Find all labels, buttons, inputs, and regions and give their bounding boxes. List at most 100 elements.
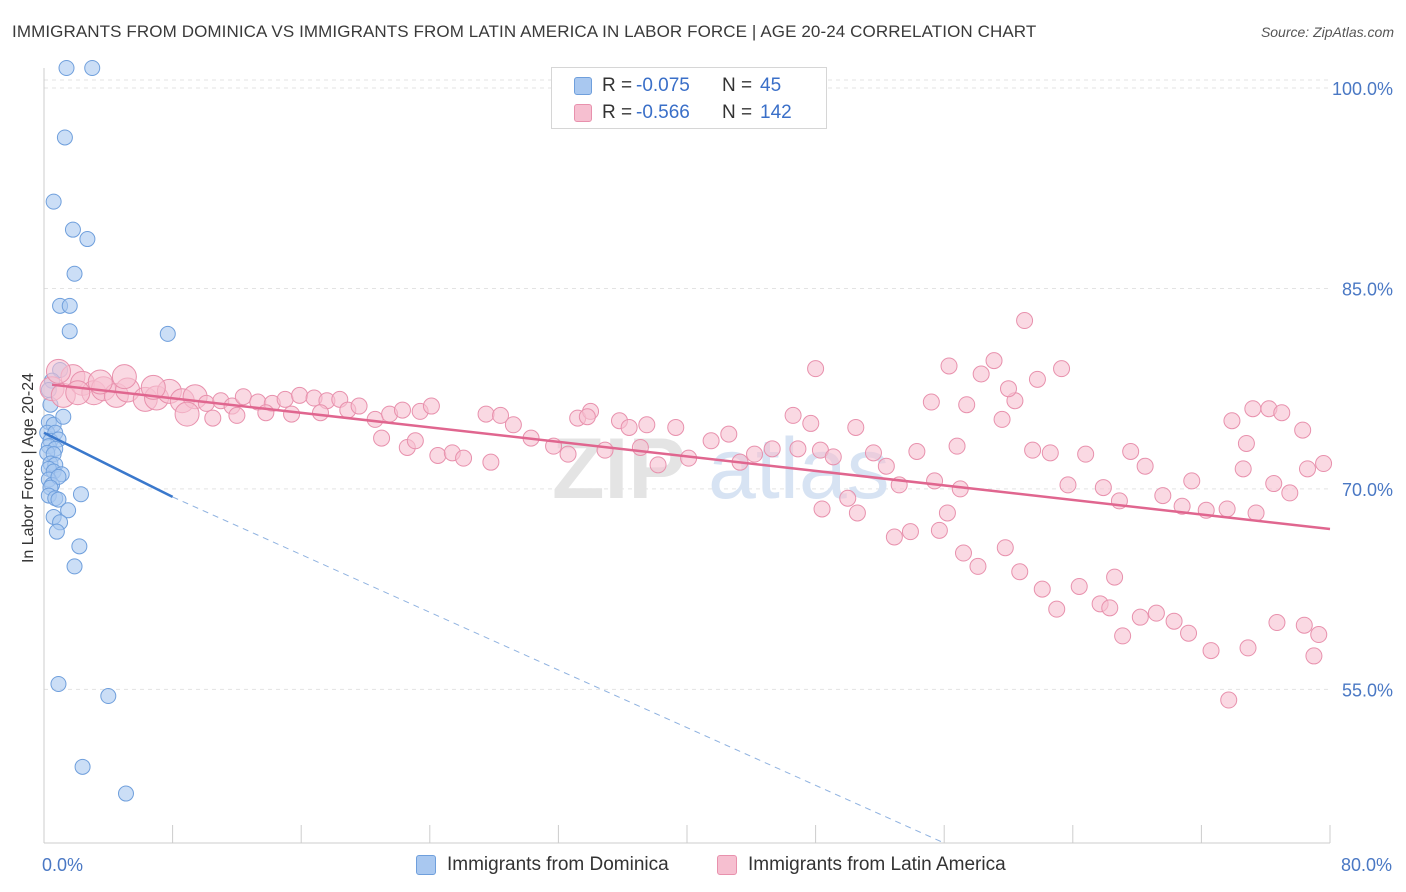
latin-america-point xyxy=(1114,627,1132,645)
dominica-point xyxy=(45,193,62,210)
latin-america-point xyxy=(1237,434,1255,452)
latin-america-point xyxy=(1183,472,1201,490)
dominica-point xyxy=(100,688,117,705)
latin-america-point xyxy=(1033,580,1051,598)
latin-america-point xyxy=(1281,484,1299,502)
bottom-legend-latin-america: Immigrants from Latin America xyxy=(717,852,1006,878)
latin-america-point xyxy=(373,429,391,447)
latin-america-point xyxy=(283,405,301,423)
trend-lines xyxy=(43,383,1331,844)
bottom-legend-swatch-dominica xyxy=(416,855,436,875)
dominica-point xyxy=(61,297,78,314)
latin-america-point xyxy=(763,440,781,458)
dominica-point xyxy=(74,758,91,775)
latin-america-point xyxy=(1247,504,1265,522)
latin-america-point xyxy=(1234,460,1252,478)
latin-america-point xyxy=(901,523,919,541)
latin-america-point xyxy=(649,456,667,474)
latin-america-point xyxy=(877,457,895,475)
latin-america-point xyxy=(864,444,882,462)
latin-america-point xyxy=(940,357,958,375)
bottom-legend-swatch-latin-america xyxy=(717,855,737,875)
dominica-point xyxy=(48,523,65,540)
latin-america-point xyxy=(422,397,440,415)
latin-america-point xyxy=(1154,487,1172,505)
legend-n-label: N = xyxy=(722,75,753,96)
latin-america-point xyxy=(1131,608,1149,626)
gridlines xyxy=(44,79,1330,690)
latin-america-point xyxy=(1295,616,1313,634)
latin-america-point xyxy=(291,386,309,404)
latin-america-point xyxy=(1041,444,1059,462)
dominica-point xyxy=(71,538,88,555)
latin-america-point xyxy=(807,360,825,378)
latin-america-point xyxy=(578,408,596,426)
y-axis-label: In Labor Force | Age 20-24 xyxy=(20,373,37,563)
latin-america-point xyxy=(1218,500,1236,518)
latin-america-point xyxy=(720,425,738,443)
x-tick-label: 80.0% xyxy=(1341,855,1392,875)
latin-america-point xyxy=(938,504,956,522)
latin-america-point xyxy=(1223,412,1241,430)
correlation-legend: R = -0.075 N = 45 R = -0.566 N = 142 xyxy=(551,67,827,129)
latin-america-point xyxy=(958,396,976,414)
latin-america-point xyxy=(667,418,685,436)
latin-america-point xyxy=(234,388,252,406)
legend-r-value: -0.075 xyxy=(636,75,690,96)
legend-n-value: 142 xyxy=(760,102,792,123)
y-tick-label: 55.0% xyxy=(1342,680,1393,700)
latin-america-point xyxy=(1028,370,1046,388)
latin-america-point xyxy=(813,500,831,518)
latin-america-point xyxy=(1147,604,1165,622)
source-credit: Source: ZipAtlas.com xyxy=(1260,24,1394,40)
y-tick-label: 100.0% xyxy=(1332,79,1393,99)
latin-america-point xyxy=(996,539,1014,557)
latin-america-point xyxy=(455,449,473,467)
latin-america-point xyxy=(1310,626,1328,644)
latin-america-point xyxy=(1000,380,1017,398)
latin-america-point xyxy=(1016,312,1034,330)
latin-america-point xyxy=(908,442,926,460)
latin-america-point xyxy=(1059,476,1077,494)
latin-america-point xyxy=(839,489,857,507)
y-tick-label: 85.0% xyxy=(1342,279,1393,299)
latin-america-point xyxy=(847,418,865,436)
latin-america-point xyxy=(993,410,1011,428)
latin-america-point xyxy=(482,453,500,471)
latin-america-point xyxy=(393,401,411,419)
latin-america-point xyxy=(559,445,577,463)
bottom-legend-dominica: Immigrants from Dominica xyxy=(416,852,669,878)
latin-america-point xyxy=(429,447,447,464)
dominica-point xyxy=(50,491,67,508)
latin-america-point xyxy=(276,390,294,408)
latin-america-point xyxy=(596,441,614,459)
dominica-point xyxy=(60,502,77,519)
latin-america-point xyxy=(204,409,222,427)
latin-america-point xyxy=(492,406,510,424)
latin-america-point xyxy=(406,432,424,450)
latin-america-point xyxy=(111,364,137,390)
dominica-point xyxy=(84,60,101,76)
latin-america-point xyxy=(1011,563,1029,581)
latin-america-point xyxy=(1077,445,1095,463)
latin-america-point xyxy=(1106,568,1124,586)
latin-america-point xyxy=(638,416,656,434)
latin-america-point xyxy=(1122,442,1140,460)
dominica-point xyxy=(79,231,96,248)
latin-america-point xyxy=(702,432,720,450)
latin-america-point xyxy=(784,406,802,424)
latin-america-point xyxy=(1136,457,1154,475)
chart-title: IMMIGRANTS FROM DOMINICA VS IMMIGRANTS F… xyxy=(12,22,1037,41)
latin-america-point xyxy=(620,418,638,436)
latin-america-point xyxy=(1273,404,1291,422)
latin-america-point xyxy=(1202,642,1220,660)
y-tick-label: 70.0% xyxy=(1342,480,1393,500)
latin-america-point xyxy=(631,438,649,456)
dominica-trend-line xyxy=(43,431,174,499)
latin-america-point xyxy=(972,365,990,383)
watermark-zip: ZIP xyxy=(552,421,686,517)
tick-labels: 100.0% 85.0% 70.0% 55.0% 0.0% 80.0% xyxy=(42,79,1393,875)
latin-america-point xyxy=(1305,647,1323,665)
legend-r-value: -0.566 xyxy=(636,102,690,123)
dominica-point xyxy=(58,60,75,76)
